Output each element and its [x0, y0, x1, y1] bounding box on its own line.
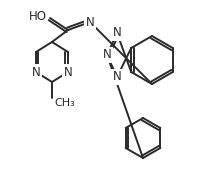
Text: N: N: [64, 66, 72, 78]
Text: N: N: [103, 48, 111, 62]
Text: N: N: [32, 66, 40, 78]
Text: N: N: [86, 15, 94, 29]
Text: H: H: [30, 11, 38, 21]
Text: N: N: [113, 70, 121, 84]
Text: HO: HO: [29, 11, 47, 23]
Text: N: N: [113, 27, 121, 39]
Text: CH₃: CH₃: [54, 98, 75, 108]
Text: O: O: [37, 11, 46, 25]
